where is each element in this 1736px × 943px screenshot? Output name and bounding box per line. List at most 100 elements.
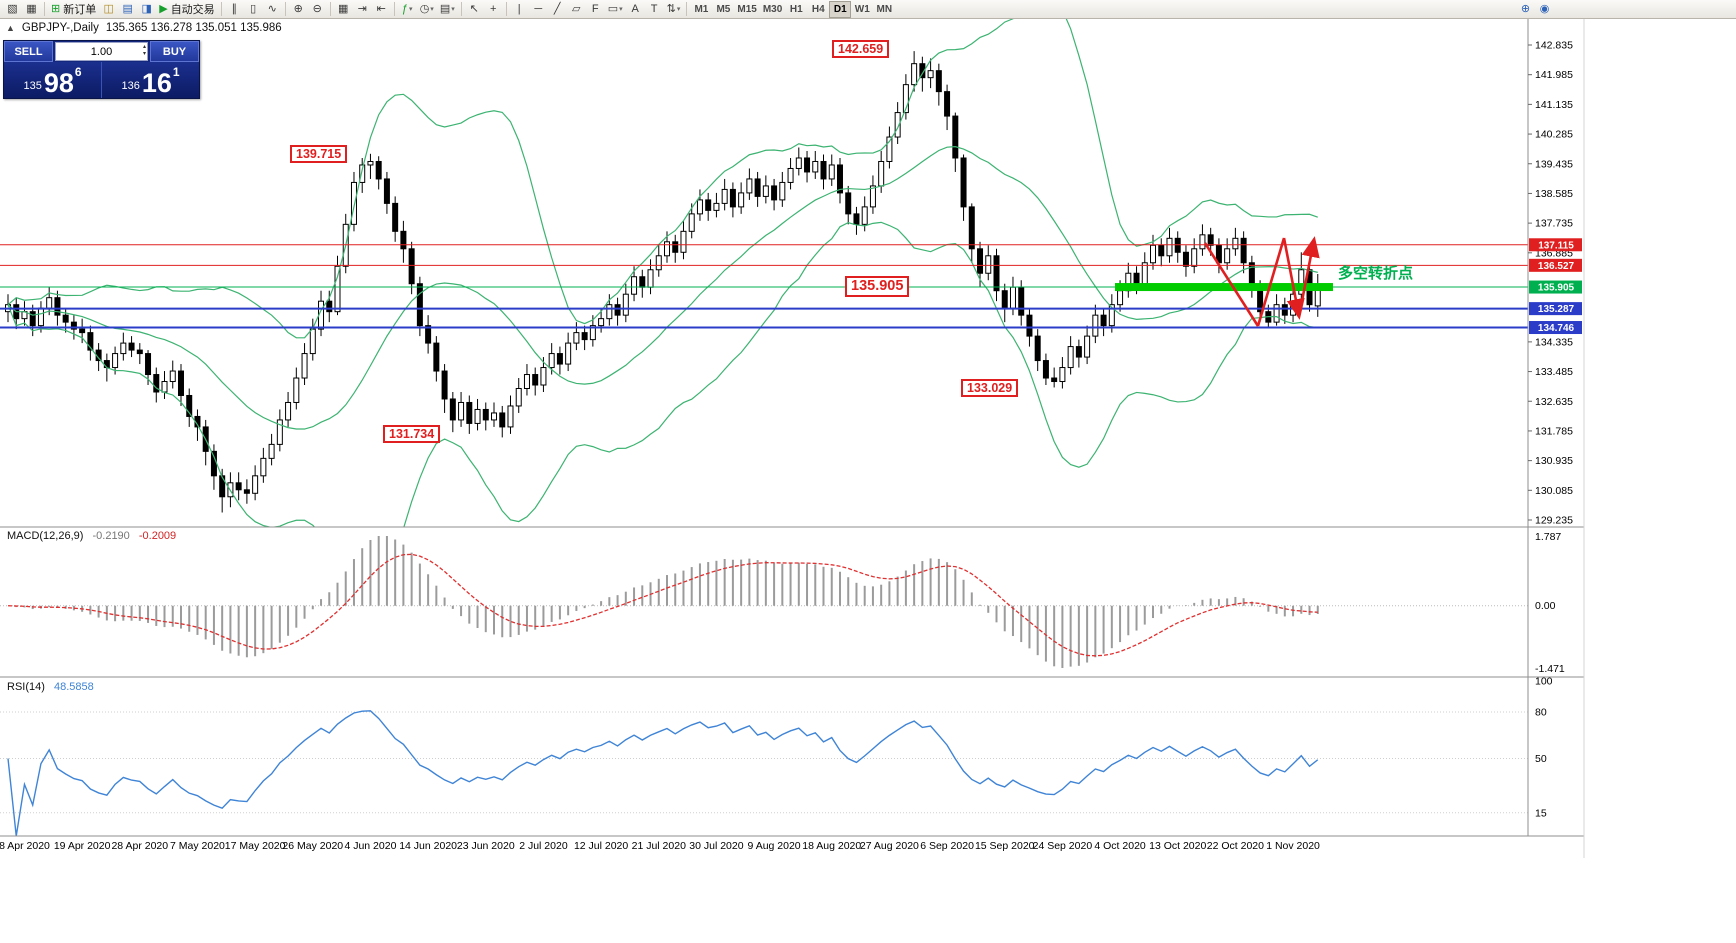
tf-mn-button[interactable]: MN [873,1,895,18]
svg-text:139.435: 139.435 [1535,158,1573,170]
bar-chart-icon: ∥ [231,2,237,15]
dropdown-arrow-icon[interactable]: ▾ [430,6,434,13]
line-chart-button[interactable]: ∿ [263,1,282,18]
vertical-line-icon: | [517,2,521,15]
shapes-button[interactable]: ▭ ▾ [605,1,626,18]
spinner-up-icon[interactable]: ▴ [142,44,146,50]
svg-text:27 Aug 2020: 27 Aug 2020 [860,840,919,852]
svg-text:19 Apr 2020: 19 Apr 2020 [54,840,111,852]
dropdown-arrow-icon[interactable]: ▾ [451,6,455,13]
tf-m15-button-label: M15 [737,3,757,15]
price-callout[interactable]: 131.734 [383,425,441,443]
tf-h4-button[interactable]: H4 [807,1,829,18]
svg-text:8 Apr 2020: 8 Apr 2020 [0,840,50,852]
cursor-icon: ↖ [469,2,479,15]
new-order-button[interactable]: ⊞ 新订单 [48,1,99,18]
dropdown-arrow-icon[interactable]: ▾ [408,6,413,13]
fibonacci-button[interactable]: F [586,1,605,18]
tf-m30-button[interactable]: M30 [760,1,785,18]
chart-profiles-button[interactable]: ▦ [22,1,41,18]
tf-m1-button[interactable]: M1 [690,1,712,18]
collapse-arrow-icon[interactable]: ▲ [6,23,15,33]
channel-button[interactable]: ▱ [567,1,586,18]
periods-icon: ◷ [419,2,430,15]
market-watch-button[interactable]: ▤ [118,1,137,18]
sell-button[interactable]: SELL [4,41,53,62]
sell-price[interactable]: 135 98 6 [4,62,101,98]
svg-text:142.835: 142.835 [1535,40,1573,52]
tile-windows-button[interactable]: ▦ [334,1,353,18]
data-window-button[interactable]: ◨ [137,1,156,18]
chart-annotation-text[interactable]: 多空转折点 [1338,265,1414,282]
toolbar-right-group: ⊕ ◉ [1516,0,1554,19]
svg-text:-1.471: -1.471 [1535,663,1565,675]
price-callout[interactable]: 139.715 [290,145,348,163]
svg-text:1.787: 1.787 [1535,531,1561,543]
channel-icon: ▱ [572,2,581,15]
svg-text:134.746: 134.746 [1538,323,1575,334]
toolbar-separator [44,2,45,16]
arrows-button[interactable]: ⇅ ▾ [664,1,684,18]
svg-text:14 Jun 2020: 14 Jun 2020 [399,840,457,852]
macd-signal-value: -0.2009 [138,530,177,542]
trendline-button[interactable]: ╱ [548,1,567,18]
horizontal-line-button[interactable]: ─ [529,1,548,18]
zoom-search-button[interactable]: ⊕ [1516,1,1535,18]
spinner-down-icon[interactable]: ▾ [142,50,146,57]
zoom-out-button[interactable]: ⊖ [308,1,327,18]
svg-text:135.287: 135.287 [1538,304,1575,315]
volume-spinner[interactable]: ▴ ▾ [143,44,146,57]
horizontal-line-icon: ─ [534,2,543,15]
volume-input[interactable]: 1.00 ▴ ▾ [55,42,148,61]
toolbar-separator [686,2,688,16]
toolbar-separator [284,2,286,16]
line-chart-icon: ∿ [267,2,277,15]
price-callout[interactable]: 135.905 [845,276,910,297]
text-label-button[interactable]: T [645,1,664,18]
chart-shift-button[interactable]: ⇤ [372,1,391,18]
sell-price-point: 6 [74,65,82,79]
svg-text:2 Jul 2020: 2 Jul 2020 [519,840,568,852]
tf-h1-button[interactable]: H1 [785,1,807,18]
auto-scroll-button[interactable]: ⇥ [353,1,372,18]
svg-text:4 Jun 2020: 4 Jun 2020 [344,840,396,852]
arrows-icon: ⇅ [666,2,676,15]
zoom-in-button[interactable]: ⊕ [289,1,308,18]
templates-button[interactable]: ▤ ▾ [437,1,458,18]
tf-m15-button[interactable]: M15 [734,1,759,18]
sell-price-prefix: 135 [23,80,42,92]
ticket-button[interactable]: ◫ [99,1,118,18]
rsi-label: RSI(14) 48.5858 [7,681,94,693]
bar-chart-button[interactable]: ∥ [225,1,244,18]
svg-text:26 May 2020: 26 May 2020 [282,840,343,852]
toolbar-separator [329,2,331,16]
templates-icon: ▤ [439,2,451,15]
price-callout[interactable]: 133.029 [961,379,1019,397]
autotrading-icon: ▶ [159,2,168,15]
svg-text:132.635: 132.635 [1535,396,1573,408]
snapshot-button[interactable]: ◉ [1535,1,1554,18]
buy-price[interactable]: 136 16 1 [101,62,199,98]
vertical-line-button[interactable]: | [510,1,529,18]
dropdown-arrow-icon[interactable]: ▾ [619,6,623,13]
zoom-in-icon: ⊕ [293,2,303,15]
market-watch-icon: ▤ [122,2,133,15]
text-button[interactable]: A [626,1,645,18]
macd-label: MACD(12,26,9) -0.2190 -0.2009 [7,530,176,542]
tf-m5-button[interactable]: M5 [712,1,734,18]
periods-button[interactable]: ◷ ▾ [417,1,437,18]
indicators-icon: ƒ [401,2,408,15]
ohlc-readout: 135.365 136.278 135.051 135.986 [105,22,282,34]
indicators-button[interactable]: ƒ ▾ [398,1,417,18]
autotrading-button[interactable]: ▶ 自动交易 [156,1,217,18]
new-chart-button[interactable]: ▧ [3,1,22,18]
price-callout[interactable]: 142.659 [832,40,890,58]
tf-d1-button[interactable]: D1 [829,0,852,18]
buy-button[interactable]: BUY [150,41,199,62]
tf-w1-button[interactable]: W1 [851,1,873,18]
cursor-button[interactable]: ↖ [465,1,484,18]
crosshair-button[interactable]: + [484,1,503,18]
candlestick-chart-button[interactable]: ▯ [244,1,263,18]
dropdown-arrow-icon[interactable]: ▾ [676,6,681,13]
